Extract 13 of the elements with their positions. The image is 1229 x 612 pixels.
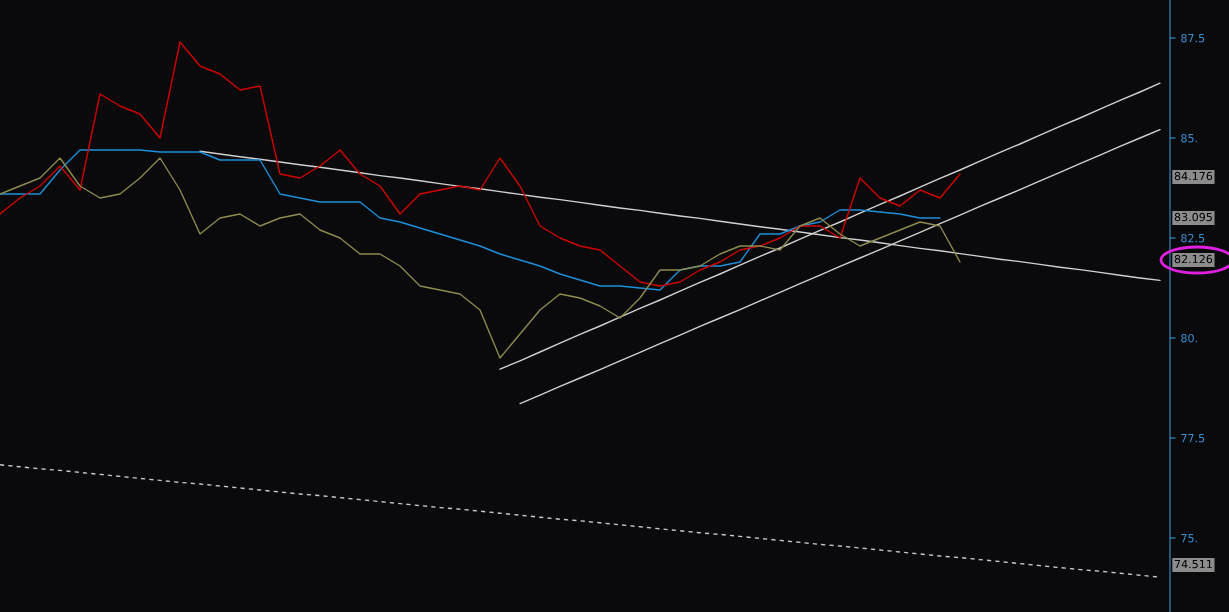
- y-tick-label: 80.: [1181, 333, 1197, 343]
- y-tick-label: 82.5: [1181, 233, 1205, 243]
- line-series: [0, 41, 961, 287]
- line-series: [0, 157, 961, 359]
- y-tick-label: 77.5: [1181, 434, 1205, 443]
- text: 74.511: [1174, 559, 1212, 569]
- text: 83.095: [1174, 212, 1212, 222]
- text: 82.126: [1174, 254, 1213, 264]
- y-tick-label: 87.5: [1181, 33, 1205, 43]
- y-tick-label: 75.: [1181, 534, 1197, 543]
- text: 84.176: [1174, 171, 1213, 181]
- y-tick-label: 85.: [1181, 133, 1197, 143]
- line-series: [0, 149, 941, 291]
